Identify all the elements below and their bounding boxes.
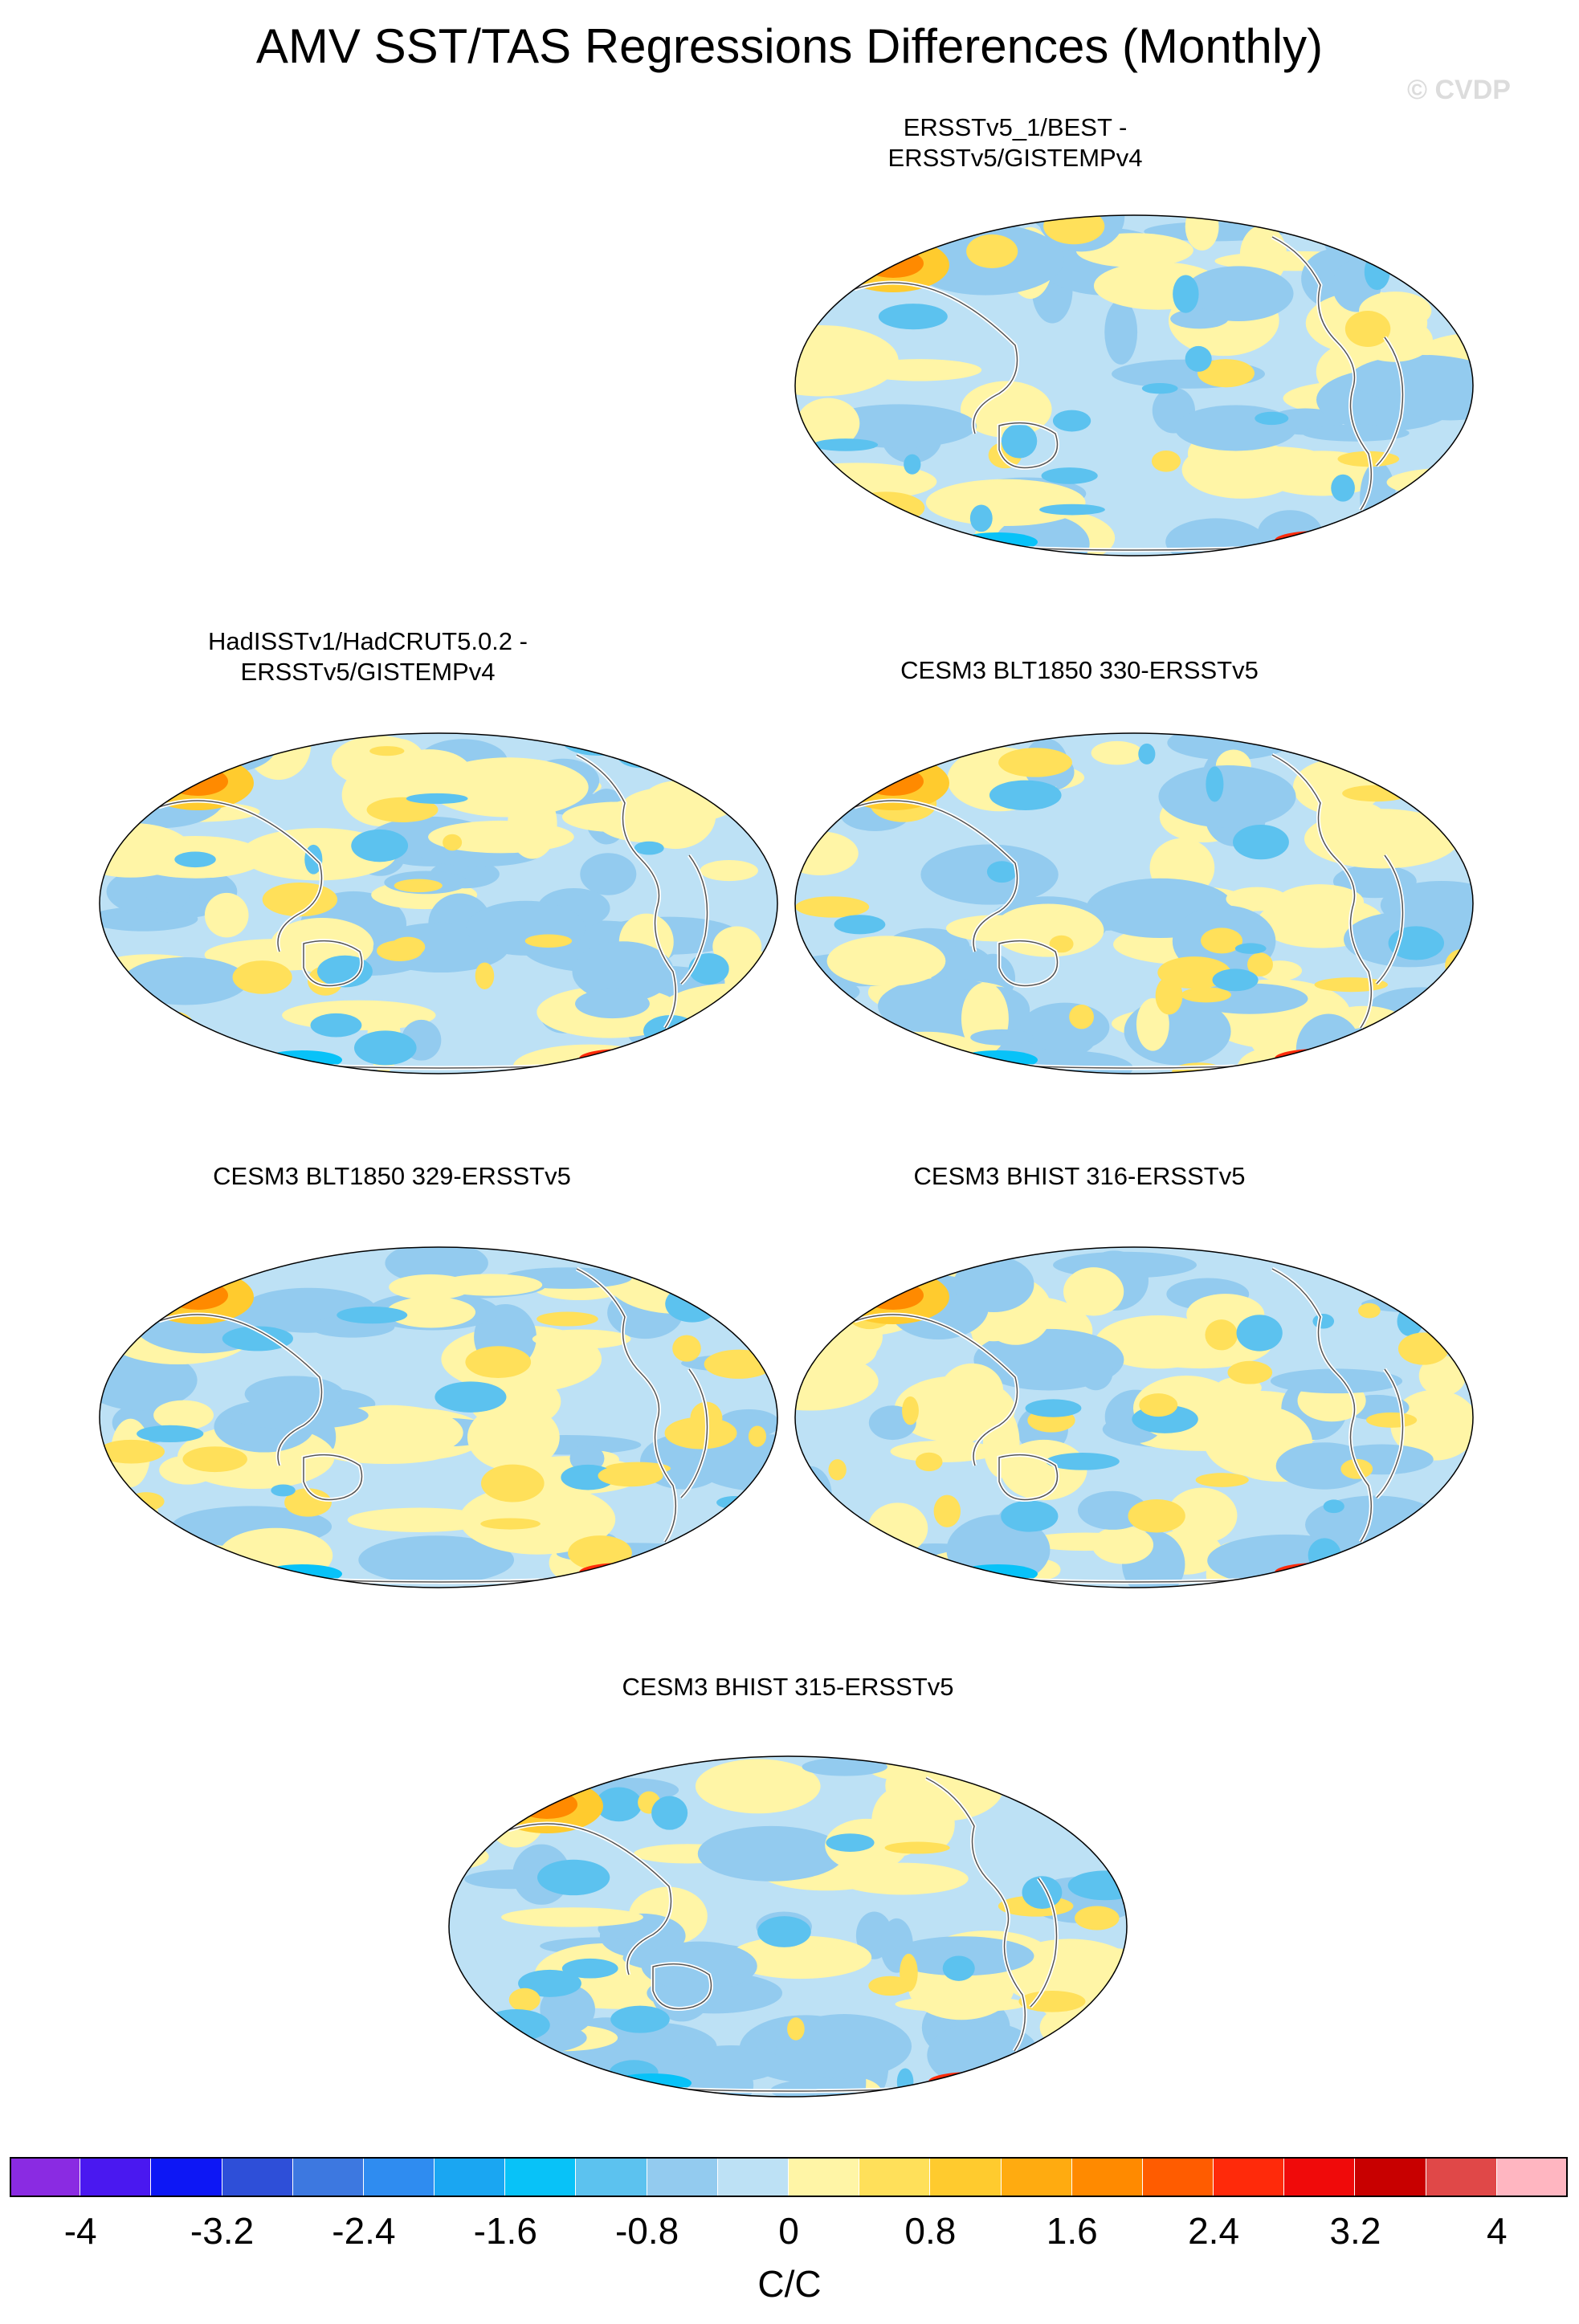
colorbar-swatch bbox=[435, 2157, 506, 2197]
panel-title: CESM3 BHIST 316-ERSSTv5 bbox=[913, 1162, 1246, 1190]
map-panel-3: CESM3 BLT1850 330-ERSSTv5 bbox=[790, 626, 1481, 1076]
colorbar-tick-label: -2.4 bbox=[332, 2210, 396, 2252]
colorbar-swatch bbox=[222, 2157, 293, 2197]
colorbar-tick-label: -1.6 bbox=[473, 2210, 537, 2252]
world-map bbox=[448, 1755, 1128, 2098]
colorbar-frame bbox=[10, 2157, 1568, 2197]
map-panel-6: CESM3 BHIST 315-ERSSTv5 bbox=[444, 1648, 1135, 2098]
colorbar-swatch bbox=[647, 2157, 718, 2197]
world-map bbox=[794, 732, 1474, 1074]
world-map bbox=[794, 1246, 1474, 1588]
colorbar-tick-label: 2.4 bbox=[1188, 2210, 1240, 2252]
map-panel-2: HadISSTv1/HadCRUT5.0.2 - ERSSTv5/GISTEMP… bbox=[95, 626, 785, 1076]
colorbar-units: C/C bbox=[757, 2263, 822, 2305]
colorbar-swatch bbox=[363, 2157, 435, 2197]
colorbar-swatch bbox=[930, 2157, 1002, 2197]
watermark: © CVDP bbox=[1407, 75, 1511, 105]
map-panel-1: ERSSTv5_1/BEST - ERSSTv5/GISTEMPv4 bbox=[790, 112, 1481, 562]
panel-title: CESM3 BLT1850 330-ERSSTv5 bbox=[900, 656, 1259, 684]
colorbar-swatch bbox=[10, 2157, 81, 2197]
colorbar-tick-label: -0.8 bbox=[614, 2210, 679, 2252]
panel-title: CESM3 BHIST 315-ERSSTv5 bbox=[622, 1673, 954, 1701]
colorbar-swatch bbox=[859, 2157, 931, 2197]
colorbar-tick-label: 0 bbox=[778, 2210, 799, 2252]
world-map bbox=[99, 1246, 778, 1588]
panel-title: HadISSTv1/HadCRUT5.0.2 - ERSSTv5/GISTEMP… bbox=[208, 627, 528, 686]
colorbar-tick-label: -3.2 bbox=[190, 2210, 255, 2252]
colorbar-swatch bbox=[789, 2157, 860, 2197]
colorbar-swatch bbox=[505, 2157, 577, 2197]
colorbar-swatch bbox=[1426, 2157, 1497, 2197]
colorbar-swatch bbox=[717, 2157, 789, 2197]
figure-title: AMV SST/TAS Regressions Differences (Mon… bbox=[255, 19, 1324, 73]
map-panel-5: CESM3 BHIST 316-ERSSTv5 bbox=[790, 1139, 1481, 1588]
colorbar-tick-label: -4 bbox=[63, 2210, 97, 2252]
colorbar-swatch bbox=[151, 2157, 222, 2197]
colorbar-swatch bbox=[1214, 2157, 1285, 2197]
world-map bbox=[99, 732, 778, 1074]
panel-title: ERSSTv5_1/BEST - ERSSTv5/GISTEMPv4 bbox=[887, 113, 1143, 172]
colorbar-tick-label: 4 bbox=[1487, 2210, 1508, 2252]
colorbar-tick-label: 1.6 bbox=[1046, 2210, 1098, 2252]
colorbar-tick-label: 0.8 bbox=[904, 2210, 957, 2252]
map-panel-4: CESM3 BLT1850 329-ERSSTv5 bbox=[95, 1139, 785, 1588]
colorbar-swatch bbox=[1496, 2157, 1568, 2197]
colorbar-swatch bbox=[1071, 2157, 1143, 2197]
colorbar-swatch bbox=[292, 2157, 364, 2197]
colorbar-swatch bbox=[1142, 2157, 1214, 2197]
colorbar-swatch bbox=[1001, 2157, 1072, 2197]
colorbar-swatch bbox=[1355, 2157, 1426, 2197]
panel-title: CESM3 BLT1850 329-ERSSTv5 bbox=[213, 1162, 571, 1190]
colorbar-swatch bbox=[80, 2157, 152, 2197]
colorbar bbox=[10, 2157, 1568, 2197]
world-map bbox=[794, 214, 1474, 557]
colorbar-swatch bbox=[1284, 2157, 1356, 2197]
colorbar-swatch bbox=[576, 2157, 647, 2197]
colorbar-tick-label: 3.2 bbox=[1329, 2210, 1381, 2252]
